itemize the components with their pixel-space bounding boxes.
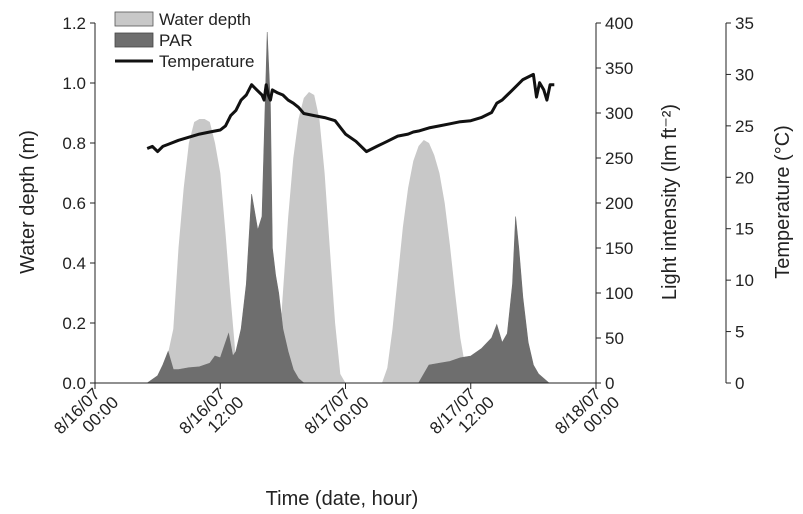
right2-tick-label: 0 <box>735 374 744 393</box>
right2-tick-label: 20 <box>735 168 754 187</box>
right1-tick-label: 250 <box>605 149 633 168</box>
left-tick-label: 0.2 <box>62 314 86 333</box>
x-axis-label: Time (date, hour) <box>266 488 419 510</box>
right2-tick-label: 5 <box>735 323 744 342</box>
series-par-area <box>146 31 555 384</box>
right1-tick-label: 150 <box>605 239 633 258</box>
right1-tick-label: 400 <box>605 14 633 33</box>
right1-tick-label: 350 <box>605 59 633 78</box>
right2-tick-label: 10 <box>735 271 754 290</box>
right1-tick-label: 100 <box>605 284 633 303</box>
right1-tick-label: 300 <box>605 104 633 123</box>
left-tick-label: 0.4 <box>62 254 86 273</box>
right2-tick-label: 35 <box>735 14 754 33</box>
left-tick-label: 1.2 <box>62 14 86 33</box>
left-tick-label: 0.8 <box>62 134 86 153</box>
right1-tick-label: 50 <box>605 329 624 348</box>
left-tick-label: 0.0 <box>62 374 86 393</box>
right2-tick-label: 25 <box>735 117 754 136</box>
right1-tick-label: 200 <box>605 194 633 213</box>
left-axis-label: Water depth (m) <box>17 130 39 274</box>
series-temperature-line <box>146 72 555 154</box>
left-tick-label: 1.0 <box>62 74 86 93</box>
right2-tick-label: 15 <box>735 220 754 239</box>
series-water-depth-area <box>152 92 513 383</box>
legend-label-water-depth: Water depth <box>159 10 251 29</box>
legend-label-par: PAR <box>159 31 193 50</box>
legend-swatch-water-depth <box>114 11 154 27</box>
legend-swatch-par <box>114 32 154 48</box>
plot-area <box>146 31 555 384</box>
right1-axis-label: Light intensity (lm ft⁻²) <box>659 104 681 300</box>
left-tick-label: 0.6 <box>62 194 86 213</box>
right2-axis-label: Temperature (°C) <box>772 125 794 279</box>
right2-tick-label: 30 <box>735 65 754 84</box>
legend-label-temperature: Temperature <box>159 52 254 71</box>
legend: Water depth PAR Temperature <box>114 10 254 71</box>
axes: 0.00.20.40.60.81.01.20501001502002503003… <box>50 14 754 438</box>
right1-tick-label: 0 <box>605 374 614 393</box>
